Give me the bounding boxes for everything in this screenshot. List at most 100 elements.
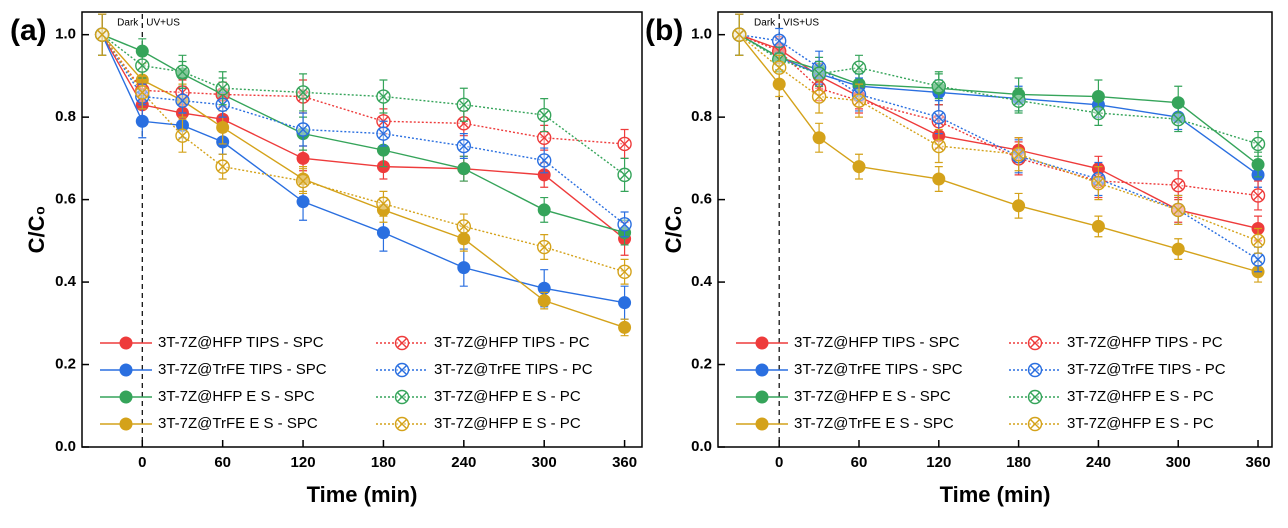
marker — [296, 195, 310, 209]
marker — [119, 390, 133, 404]
x-tick-label: 360 — [1246, 454, 1271, 471]
marker — [618, 296, 632, 310]
y-tick-label: 0.0 — [691, 438, 712, 455]
marker — [119, 363, 133, 377]
legend: 3T-7Z@HFP TIPS - SPC 3T-7Z@TrFE TIPS - SP… — [100, 334, 593, 432]
marker — [119, 336, 133, 350]
marker — [456, 116, 472, 131]
marker — [931, 138, 947, 154]
x-tick-label: 120 — [926, 454, 951, 471]
y-tick-label: 0.8 — [691, 108, 712, 125]
legend-label: 3T-7Z@HFP E S - PC — [434, 388, 581, 405]
panel: (b) 0 60 120 180 240 300 360 0.0 0.2 0.4 0.6 0.8 1.0 T… — [645, 11, 1273, 507]
marker — [771, 60, 787, 75]
marker — [295, 173, 311, 189]
x-tick-label: 300 — [1166, 454, 1191, 471]
marker — [1027, 389, 1043, 405]
marker — [1027, 362, 1043, 378]
marker — [932, 172, 946, 186]
marker — [931, 79, 947, 94]
series-line — [738, 34, 1259, 145]
marker — [811, 66, 827, 82]
y-tick-label: 0.6 — [691, 191, 712, 208]
marker — [295, 122, 311, 137]
legend-label: 3T-7Z@HFP TIPS - SPC — [794, 334, 960, 351]
marker — [376, 126, 391, 141]
marker — [394, 335, 410, 351]
marker — [1171, 96, 1185, 110]
marker — [295, 85, 311, 100]
marker — [732, 27, 747, 42]
marker — [394, 416, 410, 432]
marker — [537, 239, 552, 255]
marker — [617, 136, 632, 152]
x-tick-label: 60 — [214, 454, 231, 471]
marker — [457, 261, 471, 275]
y-axis-label: C/C₀ — [661, 206, 686, 254]
legend-label: 3T-7Z@TrFE TIPS - PC — [1067, 361, 1226, 378]
marker — [537, 107, 552, 123]
legend-label: 3T-7Z@HFP E S - PC — [434, 415, 581, 432]
marker — [135, 114, 149, 128]
legend-label: 3T-7Z@HFP E S - PC — [1067, 415, 1214, 432]
marker — [537, 130, 552, 145]
marker — [175, 93, 190, 108]
marker — [376, 143, 390, 157]
y-tick-label: 1.0 — [55, 26, 76, 43]
marker — [456, 97, 472, 112]
plot-frame — [717, 11, 1273, 448]
marker — [755, 363, 769, 377]
y-tick-label: 0.4 — [691, 273, 713, 290]
marker — [1027, 335, 1043, 351]
x-tick-label: 180 — [1006, 454, 1031, 471]
marker — [1091, 105, 1106, 121]
marker — [457, 162, 471, 176]
series-line — [739, 33, 1259, 260]
marker — [394, 389, 410, 405]
marker — [376, 196, 391, 211]
x-axis-label: Time (min) — [307, 482, 418, 507]
marker — [537, 294, 551, 308]
plot-frame — [81, 11, 643, 448]
marker — [456, 138, 472, 154]
marker — [1250, 136, 1266, 152]
legend-label: 3T-7Z@TrFE E S - SPC — [794, 415, 954, 432]
marker — [812, 131, 826, 145]
marker — [537, 153, 552, 168]
y-tick-label: 0.4 — [55, 273, 77, 290]
marker — [772, 77, 786, 91]
marker — [1091, 90, 1105, 104]
marker — [1011, 147, 1026, 162]
legend-label: 3T-7Z@TrFE TIPS - SPC — [794, 361, 963, 378]
panel-label: (b) — [645, 14, 683, 47]
marker — [852, 160, 866, 174]
phase-label: Dark — [117, 18, 139, 29]
marker — [931, 109, 947, 125]
marker — [1171, 112, 1186, 127]
x-tick-label: 300 — [532, 454, 557, 471]
marker — [376, 226, 390, 240]
series-line — [101, 34, 626, 176]
marker — [394, 362, 410, 378]
marker — [296, 151, 310, 165]
marker — [537, 168, 551, 182]
marker — [537, 203, 551, 217]
marker — [119, 417, 133, 431]
phase-label: VIS+US — [783, 18, 819, 29]
x-tick-label: 120 — [291, 454, 316, 471]
marker — [1171, 202, 1186, 218]
phase-label: UV+US — [146, 18, 180, 29]
marker — [1250, 252, 1266, 267]
legend-label: 3T-7Z@HFP TIPS - PC — [434, 334, 590, 351]
panel-label: (a) — [10, 14, 47, 47]
marker — [456, 219, 472, 234]
y-tick-label: 0.0 — [55, 438, 76, 455]
legend-label: 3T-7Z@HFP E S - SPC — [158, 388, 315, 405]
marker — [215, 159, 230, 174]
legend-label: 3T-7Z@HFP TIPS - SPC — [158, 334, 324, 351]
x-tick-label: 0 — [775, 454, 783, 471]
marker — [376, 89, 391, 104]
panel: (a) 0 60 120 180 240 300 360 0.0 0.2 0.4 0.6 0.8 1.0 T… — [10, 11, 643, 507]
marker — [537, 281, 551, 295]
